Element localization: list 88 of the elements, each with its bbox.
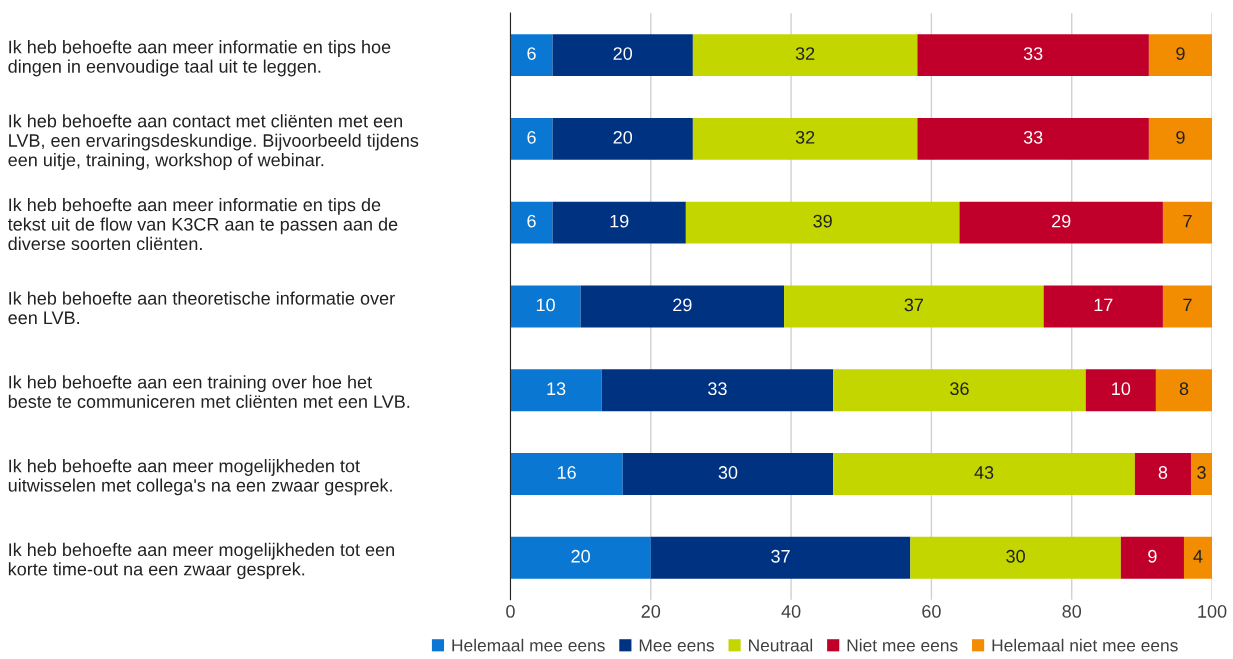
bar	[917, 117, 1149, 160]
x-tick-label: 40	[781, 605, 801, 618]
legend-label: Niet mee eens	[847, 638, 958, 652]
y-tick-label: Ik heb behoefte aan meer informatie en tips hoe dingen in eenvoudige taal uit te leggen.	[8, 40, 391, 77]
data-label: 6	[527, 130, 536, 144]
x-tick-label: 60	[922, 605, 941, 618]
x-tick-label: 20	[641, 605, 661, 618]
bar	[1148, 34, 1213, 77]
data-label: 43	[974, 466, 994, 479]
data-label: 33	[1023, 130, 1043, 144]
data-label: 13	[547, 382, 566, 396]
bar	[784, 285, 1044, 328]
data-label: 8	[1179, 382, 1189, 396]
bar	[1148, 117, 1213, 160]
bar	[510, 34, 553, 77]
y-tick-label: Ik heb behoefte aan een training over hoe het beste te communiceren met cliënten met een LVB.	[8, 375, 410, 408]
bar	[1155, 369, 1213, 412]
data-label: 37	[771, 549, 790, 563]
data-label: 32	[795, 47, 815, 60]
data-label: 7	[1183, 214, 1192, 228]
y-tick-label: Ik heb behoefte aan contact met cliënten met een LVB, een ervaringsdeskundige. Bijvoorbeeld tijdens een uitje, training, workshop of webinar.	[8, 114, 419, 170]
bar	[1120, 536, 1184, 579]
data-label: 7	[1183, 298, 1192, 312]
data-label: 30	[718, 466, 738, 479]
bar	[510, 369, 602, 412]
data-label: 9	[1176, 130, 1185, 144]
y-tick-label: Ik heb behoefte aan meer mogelijkheden tot een korte time-out na een zwaar gesprek.	[8, 542, 394, 580]
y-tick-label: Ik heb behoefte aan theoretische informatie over een LVB.	[8, 291, 395, 325]
bar	[510, 453, 623, 495]
data-label: 10	[1112, 382, 1131, 396]
bar	[685, 201, 960, 244]
data-label: 20	[613, 130, 633, 144]
bar	[1162, 285, 1213, 328]
bar	[910, 536, 1121, 579]
x-tick-label: 80	[1062, 605, 1082, 618]
data-label: 19	[610, 214, 629, 228]
bar	[959, 201, 1163, 244]
data-label: 20	[571, 549, 590, 563]
data-label: 36	[950, 382, 969, 396]
bar	[601, 369, 834, 412]
bar	[510, 117, 553, 160]
data-label: 33	[1023, 47, 1043, 60]
data-label: 6	[527, 47, 536, 60]
data-label: 8	[1158, 466, 1168, 479]
bar	[833, 369, 1086, 412]
bar	[622, 453, 834, 495]
x-tick-label: 0	[506, 605, 515, 618]
bar	[552, 117, 693, 160]
bar	[917, 34, 1149, 77]
data-label: 3	[1197, 466, 1206, 479]
bar	[580, 285, 785, 328]
bar	[510, 285, 581, 328]
data-label: 29	[1052, 214, 1071, 228]
legend-label: Helemaal mee eens	[452, 638, 605, 652]
data-label: 30	[1006, 549, 1025, 563]
data-label: 6	[527, 214, 536, 228]
data-label: 17	[1094, 298, 1113, 312]
data-label: 16	[557, 466, 576, 479]
bar	[692, 34, 918, 77]
legend-label: Helemaal niet mee eens	[992, 638, 1178, 652]
bar	[1085, 369, 1156, 412]
data-label: 9	[1176, 47, 1185, 60]
bar	[510, 201, 553, 244]
bar	[1162, 201, 1213, 244]
data-label: 29	[673, 298, 692, 312]
data-label: 4	[1193, 550, 1203, 563]
bar	[650, 536, 911, 579]
data-label: 20	[613, 47, 633, 60]
data-label: 32	[795, 130, 815, 144]
data-label: 10	[536, 298, 555, 312]
x-tick-label: 100	[1198, 605, 1227, 618]
bar	[510, 536, 651, 579]
bar	[1190, 453, 1213, 495]
legend-label: Neutraal	[749, 638, 813, 652]
bar	[833, 453, 1135, 495]
y-tick-label: Ik heb behoefte aan meer informatie en tips de tekst uit de flow van K3CR aan te passen aan de diverse soorten cliënten.	[7, 197, 398, 251]
bar	[1183, 536, 1213, 579]
bar	[1134, 453, 1191, 495]
bar	[1043, 285, 1163, 328]
bar	[692, 117, 918, 160]
data-label: 33	[708, 382, 727, 396]
data-label: 9	[1148, 549, 1157, 563]
bar	[552, 201, 686, 244]
y-tick-label: Ik heb behoefte aan meer mogelijkheden tot uitwisselen met collega's na een zwaar gesprek.	[8, 459, 392, 496]
legend-label: Mee eens	[639, 639, 714, 652]
data-label: 39	[813, 214, 832, 228]
bar	[552, 34, 693, 77]
data-label: 37	[904, 298, 923, 312]
